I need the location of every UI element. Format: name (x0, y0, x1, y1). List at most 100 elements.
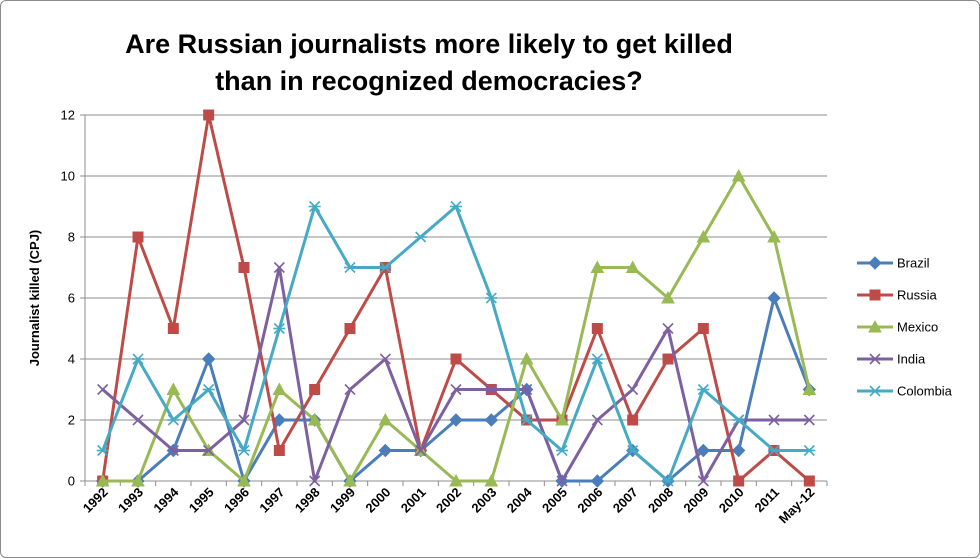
data-point-india-2006-stroke-b (591, 414, 603, 426)
data-point-colombia-1997 (273, 322, 286, 335)
ytick-label-2: 2 (68, 413, 75, 428)
data-point-mexico-1996 (237, 473, 251, 487)
data-point-mexico-1998 (307, 412, 322, 426)
xtick-label-2011: 2011 (752, 485, 783, 516)
legend-swatch-marker-india-stroke-b (869, 353, 881, 365)
legend-label-brazil: Brazil (897, 256, 930, 271)
axes (80, 114, 828, 486)
data-point-india-May-12 (803, 414, 815, 426)
ytick-label-8: 8 (68, 230, 75, 245)
data-point-russia-2010 (733, 475, 745, 487)
data-point-india-2008 (662, 322, 674, 335)
data-point-india-1993-stroke-b (132, 414, 144, 426)
data-point-india-2007-stroke-b (627, 383, 639, 396)
data-point-india-2009 (697, 475, 709, 487)
xtick-label-2005: 2005 (539, 485, 570, 516)
data-point-colombia-1992 (96, 444, 109, 457)
data-point-brazil-1997 (272, 413, 287, 427)
xtick-label-2000: 2000 (362, 485, 393, 516)
data-point-brazil-2006 (590, 474, 605, 488)
legend-item-india: India (857, 352, 926, 367)
xtick-label-2004: 2004 (504, 484, 536, 516)
data-point-mexico-May-12 (802, 382, 817, 395)
xtick-label-May-12: May-12 (776, 485, 818, 527)
data-point-russia-May-12 (803, 475, 815, 487)
data-point-india-1995 (203, 444, 215, 457)
data-point-colombia-1993 (132, 353, 144, 365)
data-point-india-2001 (415, 444, 427, 457)
data-point-india-1999-stroke-b (344, 383, 356, 396)
xtick-label-1994: 1994 (150, 484, 182, 516)
data-point-mexico-1997 (272, 382, 287, 395)
data-point-colombia-2010 (732, 414, 745, 426)
data-point-brazil-2009 (696, 443, 711, 458)
data-point-india-2009-stroke-b (697, 475, 709, 487)
data-point-mexico-1999 (343, 473, 357, 487)
xtick-label-1995: 1995 (186, 485, 217, 516)
data-point-india-2004 (521, 383, 533, 396)
data-point-russia-1994 (167, 323, 179, 334)
data-point-russia-2007 (627, 414, 639, 426)
legend-swatch-marker-india (869, 353, 881, 365)
data-point-colombia-2008 (662, 475, 674, 487)
ytick-label-4: 4 (68, 352, 75, 367)
xtick-label-1997: 1997 (256, 485, 287, 516)
data-point-india-1998 (309, 475, 321, 487)
data-point-india-2005-stroke-b (556, 475, 568, 487)
data-point-colombia-2003 (485, 292, 498, 304)
data-point-india-1996 (238, 414, 250, 426)
data-point-india-2006 (591, 414, 603, 426)
legend-item-russia: Russia (857, 288, 938, 303)
data-point-india-1999 (344, 383, 356, 396)
ytick-label-6: 6 (68, 291, 75, 306)
ytick-label-10: 10 (61, 169, 75, 184)
data-point-russia-1993 (132, 231, 144, 243)
data-point-india-1997-stroke-b (273, 261, 285, 274)
data-point-mexico-2011 (767, 229, 781, 243)
data-point-india-2008-stroke-b (662, 322, 674, 335)
data-point-colombia-2009 (697, 383, 710, 396)
data-point-india-1992-stroke-b (97, 383, 109, 396)
xtick-label-2001: 2001 (398, 485, 429, 516)
data-point-colombia-2005 (556, 444, 568, 457)
legend-swatch-marker-colombia (869, 385, 881, 397)
data-point-india-1998-stroke-b (309, 475, 321, 487)
data-point-colombia-2001 (414, 231, 427, 243)
series-line-colombia (101, 205, 810, 483)
data-point-brazil-2000 (378, 443, 393, 458)
legend-swatch-marker-mexico (868, 319, 882, 333)
legend-label-mexico: Mexico (897, 320, 938, 335)
data-point-india-1992 (97, 383, 109, 396)
data-point-mexico-2007 (625, 260, 640, 273)
xtick-label-1993: 1993 (115, 485, 146, 516)
data-point-russia-1998 (309, 384, 321, 395)
data-point-russia-2008 (662, 353, 674, 365)
data-point-india-1997 (273, 261, 285, 274)
data-point-colombia-2002 (450, 200, 462, 213)
data-point-india-2011 (768, 414, 780, 426)
chart-title-line-1: Are Russian journalists more likely to g… (125, 29, 733, 59)
data-point-india-2002 (450, 383, 462, 396)
data-point-colombia-1998 (308, 200, 321, 213)
data-point-russia-1995 (203, 109, 215, 121)
ytick-label-0: 0 (68, 474, 75, 489)
data-point-mexico-1992 (95, 473, 110, 487)
data-point-colombia-1994 (167, 414, 180, 426)
data-point-colombia-2000 (379, 261, 392, 274)
data-point-india-2005 (556, 475, 568, 487)
data-point-india-2003 (485, 383, 497, 396)
chart-title-line-2: than in recognized democracies? (215, 66, 643, 96)
data-point-russia-1997 (273, 445, 285, 456)
legend: Brazil Russia Mexico India Colombia (857, 256, 953, 399)
y-axis-label: Journalist killed (CPJ) (27, 230, 42, 367)
data-point-russia-1996 (238, 262, 250, 273)
data-point-india-1994 (167, 444, 179, 457)
data-point-mexico-2008 (661, 290, 675, 304)
xtick-label-1992: 1992 (80, 485, 111, 516)
series-colombia (96, 200, 816, 487)
xtick-label-2010: 2010 (716, 485, 747, 516)
xtick-label-2006: 2006 (574, 485, 605, 516)
gridlines (85, 114, 827, 421)
